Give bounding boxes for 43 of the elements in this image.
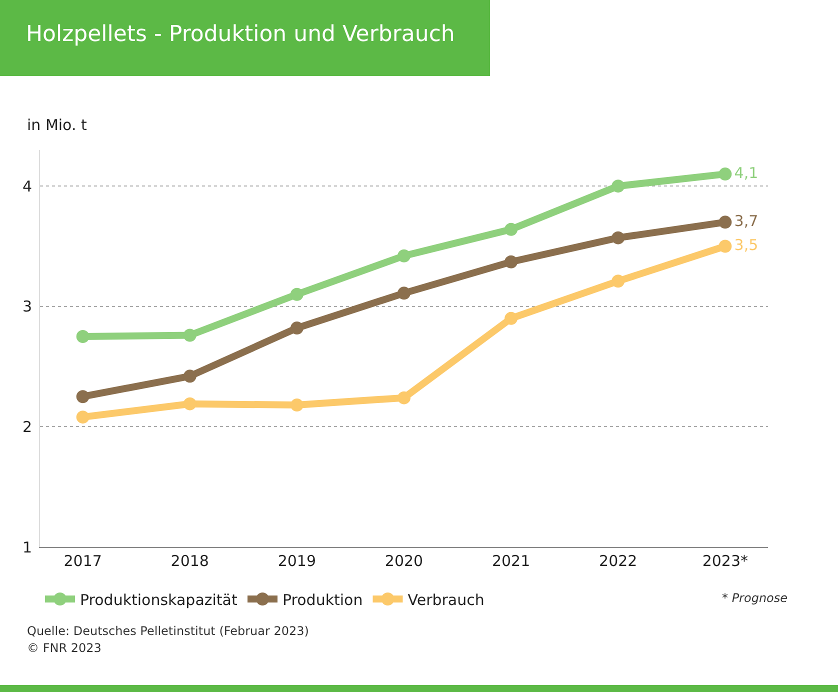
point <box>183 328 196 342</box>
point <box>398 391 410 404</box>
data-label: 4,1 <box>734 164 758 182</box>
point <box>76 410 90 424</box>
y-tick-label: 1 <box>22 538 32 556</box>
legend-label: Produktionskapazität <box>80 590 238 609</box>
x-tick-label: 2023* <box>702 552 749 570</box>
x-tick-label: 2018 <box>170 552 209 570</box>
y-tick-label: 3 <box>22 298 32 316</box>
chart-title: Holzpellets - Produktion und Verbrauch <box>26 22 455 47</box>
point <box>398 249 410 262</box>
x-tick-label: 2017 <box>64 552 102 570</box>
y-tick-label: 4 <box>22 177 32 196</box>
point <box>504 312 518 325</box>
y-tick-label: 2 <box>22 418 32 436</box>
data-label: 3,5 <box>734 236 758 254</box>
point <box>718 240 732 253</box>
point <box>183 397 196 410</box>
point <box>718 168 732 181</box>
x-tick-label: 2022 <box>599 552 638 570</box>
point <box>398 286 410 300</box>
point <box>612 274 625 288</box>
x-tick-label: 2020 <box>384 552 424 570</box>
point <box>612 231 625 244</box>
legend-label: Verbrauch <box>408 590 484 609</box>
point <box>718 216 732 229</box>
text: © FNR 2023 <box>27 641 102 655</box>
y-axis-title: in Mio. t <box>27 116 87 134</box>
point <box>504 255 518 268</box>
point <box>290 322 304 335</box>
point <box>290 288 304 301</box>
source-note: Quelle: Deutsches Pelletinstitut (Februar 2023) <box>27 624 309 638</box>
x-tick-label: 2019 <box>278 552 316 570</box>
point <box>504 222 518 236</box>
legend-label: Produktion <box>282 590 363 609</box>
point <box>76 390 90 404</box>
point <box>612 180 625 193</box>
text: * Prognose <box>722 591 788 605</box>
data-label: 3,7 <box>734 212 758 230</box>
point <box>183 370 196 383</box>
point <box>290 398 304 412</box>
point <box>76 330 90 343</box>
x-tick-label: 2021 <box>492 552 530 570</box>
